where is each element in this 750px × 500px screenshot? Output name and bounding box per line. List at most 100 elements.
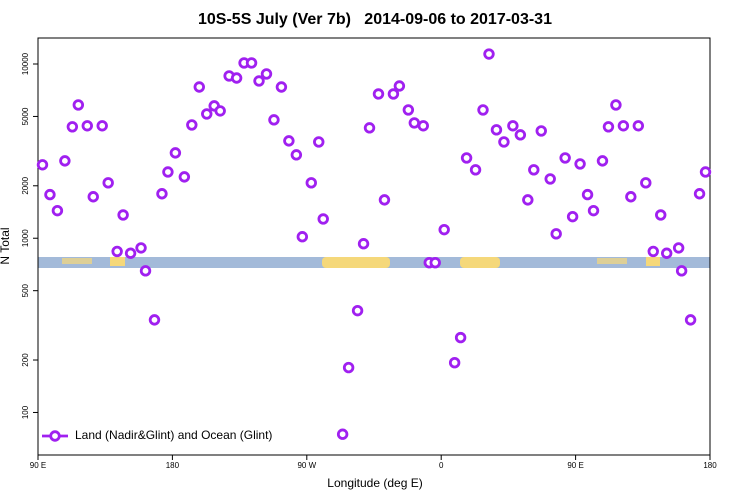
data-point [507, 120, 519, 132]
data-point [574, 158, 586, 170]
data-point [417, 120, 429, 132]
data-point [581, 188, 594, 201]
chart-title: 10S-5S July (Ver 7b) 2014-09-06 to 2017-… [198, 11, 552, 28]
data-point [139, 265, 152, 277]
data-point [290, 149, 303, 161]
data-point [296, 231, 309, 243]
data-point [156, 188, 168, 200]
data-point [336, 428, 349, 440]
map-strip [38, 257, 710, 268]
data-point [647, 245, 659, 258]
y-axis-label: N Total [0, 227, 12, 264]
x-tick-label: 180 [166, 461, 180, 470]
data-point [610, 99, 622, 111]
data-point [162, 166, 174, 178]
x-axis-label: Longitude (deg E) [327, 476, 422, 490]
data-point [514, 129, 527, 141]
x-tick-label: 180 [703, 461, 717, 470]
data-point [393, 80, 406, 92]
data-point [559, 152, 571, 164]
data-point [448, 357, 461, 369]
data-point [44, 188, 56, 201]
land-patch [322, 257, 390, 268]
data-point [201, 108, 213, 120]
data-point [245, 57, 258, 69]
data-point [454, 331, 467, 344]
data-point [193, 81, 205, 93]
land-patch [110, 257, 125, 266]
data-point [81, 120, 93, 132]
data-point [632, 120, 645, 132]
data-point [535, 125, 547, 137]
data-point [169, 147, 182, 159]
data-point [66, 121, 79, 133]
data-point [342, 361, 355, 374]
data-point [544, 173, 556, 185]
x-tick-label: 90 E [567, 461, 583, 470]
data-point [148, 314, 161, 326]
data-point [684, 314, 697, 326]
data-point [460, 152, 473, 164]
data-point [283, 135, 295, 147]
data-point [675, 265, 688, 277]
data-point [178, 171, 191, 183]
data-point [625, 191, 637, 203]
data-point [357, 238, 370, 250]
data-point [660, 247, 673, 259]
data-point [317, 213, 329, 225]
data-point [275, 81, 288, 93]
data-point [313, 136, 325, 148]
data-point [693, 188, 706, 200]
data-point [617, 120, 630, 132]
x-tick-label: 90 W [297, 461, 316, 470]
y-tick-label: 500 [21, 283, 30, 297]
data-point [528, 164, 540, 176]
data-point [378, 194, 391, 206]
data-point [408, 117, 421, 129]
land-patch [646, 257, 660, 266]
y-tick-label: 1000 [21, 229, 30, 247]
data-point [640, 177, 652, 189]
data-point [214, 105, 226, 117]
data-point [59, 155, 71, 167]
data-point [135, 242, 147, 254]
data-point [51, 204, 64, 217]
data-point [186, 119, 198, 131]
data-point [387, 88, 400, 100]
data-point [587, 204, 600, 217]
land-patch [62, 258, 92, 264]
data-point [87, 191, 99, 203]
data-point [124, 247, 137, 259]
data-point [230, 72, 243, 84]
land-patch [460, 257, 500, 268]
data-point [477, 104, 489, 116]
legend-marker [49, 430, 61, 442]
data-point [429, 256, 441, 269]
data-point [490, 124, 503, 136]
y-tick-label: 10000 [21, 52, 30, 75]
y-tick-label: 5000 [21, 107, 30, 125]
y-tick-label: 200 [21, 353, 30, 367]
data-point [498, 136, 510, 148]
data-point [699, 166, 712, 178]
x-tick-label: 0 [439, 461, 444, 470]
data-point [36, 159, 49, 171]
x-tick-label: 90 E [30, 461, 46, 470]
data-point [117, 209, 129, 221]
data-point [111, 245, 123, 258]
data-point [363, 122, 376, 134]
data-point [260, 68, 273, 80]
data-point [102, 177, 114, 189]
data-point [96, 120, 108, 132]
legend-label: Land (Nadir&Glint) and Ocean (Glint) [75, 428, 272, 442]
data-point [72, 99, 85, 111]
data-point [469, 164, 482, 176]
data-point [522, 194, 534, 206]
plot-frame [37, 37, 711, 456]
y-tick-label: 2000 [21, 176, 30, 194]
data-point [672, 242, 685, 254]
data-point [602, 121, 615, 133]
data-point [268, 114, 280, 126]
data-point [438, 223, 450, 236]
